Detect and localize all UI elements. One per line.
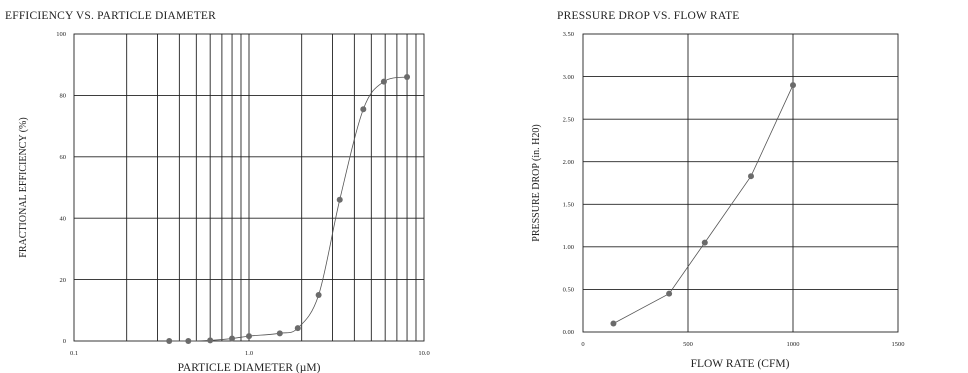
x-axis-label: FLOW RATE (CFM): [691, 358, 790, 370]
efficiency-chart: EFFICIENCY VS. PARTICLE DIAMETER 0 20 40 60…: [5, 10, 430, 373]
y-tick-label: 60: [60, 154, 67, 161]
y-tick-label: 1.50: [563, 201, 574, 208]
x-tick-label: 0.1: [70, 350, 78, 357]
data-point: [246, 333, 252, 340]
chart-title: PRESSURE DROP VS. FLOW RATE: [557, 10, 740, 22]
y-tick-label: 2.50: [563, 116, 574, 123]
x-tick-label: 1000: [787, 341, 800, 348]
y-tick-label: 40: [60, 215, 67, 222]
data-point: [610, 320, 617, 327]
data-point: [336, 196, 343, 203]
x-tick-label: 500: [683, 341, 693, 348]
y-tick-label: 3.00: [563, 74, 574, 81]
x-tick-label: 1500: [892, 341, 905, 348]
y-tick-label: 80: [60, 93, 67, 100]
y-tick-labels: 0.00 0.50 1.00 1.50 2.00 2.50 3.00 3.50: [563, 31, 574, 336]
chart-title: EFFICIENCY VS. PARTICLE DIAMETER: [5, 10, 216, 22]
y-tick-label: 20: [60, 277, 67, 284]
x-tick-label: 0: [581, 341, 584, 348]
y-tick-label: 0.50: [563, 287, 574, 294]
data-point: [701, 239, 708, 246]
x-tick-labels: 0.1 1.0 10.0: [70, 350, 430, 357]
data-point: [790, 82, 796, 89]
grid-lines: [583, 34, 898, 332]
x-tick-label: 10.0: [418, 350, 429, 357]
data-point: [294, 325, 301, 332]
y-tick-labels: 0 20 40 60 80 100: [56, 31, 66, 345]
x-tick-labels: 0 500 1000 1500: [581, 341, 904, 348]
x-axis-label: PARTICLE DIAMETER (µM): [178, 362, 321, 373]
data-point: [315, 291, 322, 298]
data-points: [610, 82, 796, 327]
x-tick-label: 1.0: [245, 350, 253, 357]
pressure-drop-chart: PRESSURE DROP VS. FLOW RATE 0.00 0.50 1.00…: [531, 10, 905, 370]
y-axis-label: FRACTIONAL EFFICIENCY (%): [18, 117, 29, 257]
data-point: [166, 338, 173, 344]
y-tick-label: 3.50: [563, 31, 574, 38]
data-point: [360, 106, 367, 113]
data-point: [207, 337, 214, 344]
y-tick-label: 0: [63, 338, 66, 345]
data-points: [166, 73, 411, 344]
data-point: [748, 173, 754, 180]
data-point: [380, 78, 387, 85]
y-tick-label: 0.00: [563, 329, 574, 336]
y-tick-label: 100: [56, 31, 66, 38]
grid-lines: [74, 34, 424, 341]
data-point: [185, 338, 192, 344]
y-tick-label: 2.00: [563, 159, 574, 166]
y-tick-label: 1.00: [563, 244, 574, 251]
data-point: [229, 335, 236, 342]
plot-frame: [582, 33, 899, 333]
y-axis-label: PRESSURE DROP (in. H20): [531, 124, 542, 241]
data-point: [276, 330, 283, 337]
data-point: [404, 73, 411, 80]
data-point: [666, 290, 673, 297]
